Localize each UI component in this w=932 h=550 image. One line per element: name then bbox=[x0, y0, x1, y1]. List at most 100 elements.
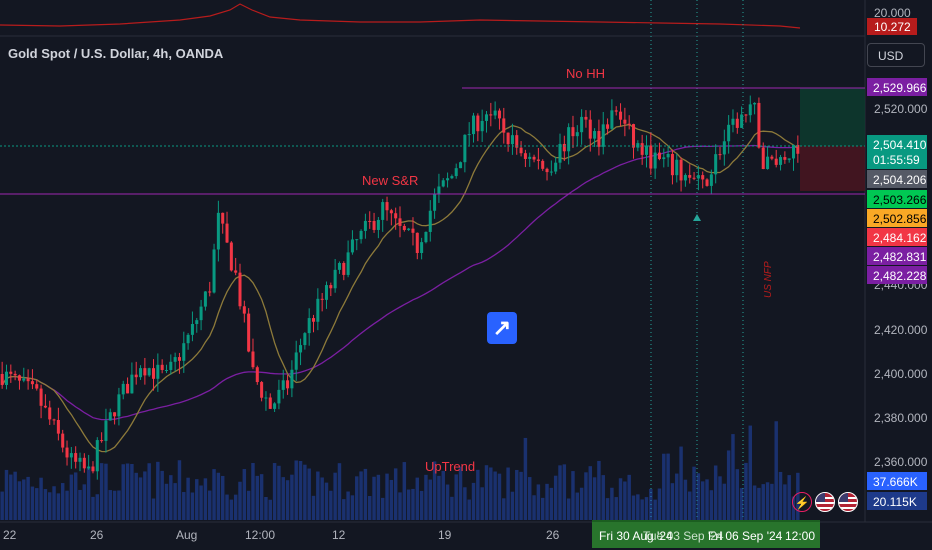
volume-bar bbox=[437, 475, 441, 520]
volume-bar bbox=[489, 467, 493, 520]
volume-bar bbox=[233, 494, 238, 520]
volume-bar bbox=[255, 475, 260, 520]
volume-bar bbox=[597, 460, 601, 520]
price-label-bg bbox=[867, 209, 927, 227]
candle-body bbox=[355, 239, 359, 241]
volume-bar bbox=[91, 496, 95, 520]
volume-bar bbox=[359, 471, 363, 520]
volume-bar bbox=[121, 464, 125, 520]
volume-bar bbox=[199, 485, 203, 520]
candle-body bbox=[333, 269, 337, 289]
candle-body bbox=[632, 124, 636, 148]
volume-bar bbox=[220, 475, 225, 520]
volume-bar bbox=[528, 477, 532, 520]
candle-body bbox=[433, 193, 437, 211]
candle-body bbox=[156, 364, 160, 379]
candle-body bbox=[523, 153, 527, 159]
volume-bar bbox=[385, 473, 389, 520]
volume-bar bbox=[653, 499, 657, 520]
volume-bar bbox=[138, 477, 143, 520]
volume-bar bbox=[445, 484, 450, 520]
candle-body bbox=[744, 114, 748, 116]
volume-bar bbox=[666, 453, 670, 520]
volume-bar bbox=[389, 479, 394, 520]
candle-body bbox=[688, 175, 692, 178]
volume-bar bbox=[467, 499, 471, 520]
candle-body bbox=[735, 118, 739, 128]
time-axis[interactable]: 22 26 Aug 12:00 12 19 26 Fri 30 Aug '24 … bbox=[3, 520, 820, 548]
us-flag-icon[interactable] bbox=[815, 492, 835, 512]
candle-body bbox=[221, 212, 225, 224]
candle-body bbox=[91, 466, 95, 472]
volume-bar bbox=[272, 463, 277, 520]
no-hh-annotation[interactable]: No HH bbox=[566, 66, 605, 81]
candle-body bbox=[43, 405, 47, 408]
symbol-title[interactable]: Gold Spot / U.S. Dollar, 4h, OANDA bbox=[8, 46, 224, 61]
candle-body bbox=[152, 368, 156, 379]
volume-bar bbox=[35, 488, 39, 520]
volume-bar bbox=[259, 474, 264, 520]
candle-body bbox=[549, 171, 553, 173]
volume-bar bbox=[307, 468, 311, 520]
volume-bar bbox=[39, 477, 43, 520]
price-label: 2,503.266 bbox=[873, 193, 927, 207]
candle-body bbox=[363, 220, 367, 231]
time-highlight-label: Fri 30 Aug '24 bbox=[599, 529, 673, 543]
candle-body bbox=[294, 352, 298, 370]
volume-bar bbox=[238, 481, 242, 520]
volume-bar bbox=[700, 481, 705, 520]
volume-bar bbox=[545, 483, 549, 520]
volume-bar bbox=[713, 465, 718, 520]
us-flag-icon[interactable] bbox=[838, 492, 858, 512]
candle-body bbox=[281, 380, 285, 390]
candle-body bbox=[714, 154, 718, 175]
volume-bar bbox=[627, 474, 631, 520]
volume-bar bbox=[277, 465, 281, 520]
candle-body bbox=[368, 220, 372, 222]
volume-bar bbox=[480, 487, 484, 520]
volume-bar bbox=[56, 493, 61, 520]
volume-bar bbox=[428, 479, 432, 520]
candle-body bbox=[177, 357, 181, 361]
volume-bar bbox=[618, 478, 623, 520]
candle-body bbox=[467, 134, 471, 136]
candle-body bbox=[666, 153, 670, 158]
indicator-value-tag bbox=[867, 18, 917, 35]
uptrend-annotation[interactable]: UpTrend bbox=[425, 459, 475, 474]
volume-label: 20.115K bbox=[873, 495, 917, 509]
price-label: 2,504.206 bbox=[873, 173, 927, 187]
us-nfp-annotation[interactable]: US NFP bbox=[763, 261, 774, 298]
time-tick: 12:00 bbox=[245, 528, 275, 542]
candle-body bbox=[519, 147, 523, 154]
volume-bar bbox=[502, 498, 506, 520]
volume-bar bbox=[151, 498, 156, 520]
indicator-tick: 20.000 bbox=[874, 6, 911, 20]
volume-bar bbox=[774, 421, 778, 520]
volume-bar bbox=[346, 491, 350, 520]
candle-body bbox=[39, 388, 43, 406]
volume-bar bbox=[147, 463, 151, 520]
price-label: 2,529.966 bbox=[873, 81, 927, 95]
candle-body bbox=[696, 175, 700, 179]
candle-body bbox=[662, 157, 666, 160]
volume-bar bbox=[329, 490, 333, 520]
volume-bar bbox=[631, 495, 636, 520]
new-sr-annotation[interactable]: New S&R bbox=[362, 173, 418, 188]
candle-body bbox=[372, 220, 376, 230]
time-highlight-label: Tue 03 Sep '24 bbox=[643, 529, 724, 543]
volume-bar bbox=[787, 475, 791, 520]
volume-bar bbox=[60, 483, 65, 520]
volume-bar bbox=[549, 487, 554, 520]
candle-body bbox=[670, 153, 674, 176]
trend-arrow-icon[interactable]: ↗ bbox=[487, 312, 517, 344]
volume-bar bbox=[562, 464, 567, 520]
candle-body bbox=[342, 262, 346, 275]
volume-bar bbox=[303, 464, 307, 520]
indicator-line bbox=[0, 3, 801, 29]
currency-button[interactable]: USD bbox=[867, 43, 925, 67]
volume-bar bbox=[4, 469, 9, 520]
lightning-icon[interactable]: ⚡ bbox=[792, 492, 812, 512]
candle-body bbox=[787, 158, 791, 160]
volume-bar bbox=[130, 463, 134, 520]
